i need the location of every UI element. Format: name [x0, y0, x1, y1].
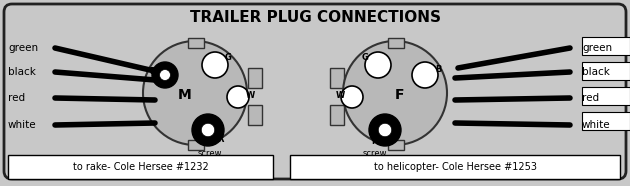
Bar	[248, 105, 262, 125]
Circle shape	[202, 52, 228, 78]
Bar	[582, 62, 630, 80]
Bar	[188, 38, 204, 48]
Text: black: black	[8, 67, 36, 77]
Text: red: red	[582, 93, 599, 103]
Text: TRAILER PLUG CONNECTIONS: TRAILER PLUG CONNECTIONS	[190, 10, 440, 25]
Text: G: G	[224, 54, 231, 62]
Circle shape	[201, 123, 215, 137]
Bar	[582, 37, 630, 55]
Circle shape	[412, 62, 438, 88]
Circle shape	[343, 41, 447, 145]
Text: R: R	[370, 137, 377, 145]
Circle shape	[192, 114, 224, 146]
Text: M: M	[178, 88, 192, 102]
Circle shape	[159, 70, 171, 81]
Bar	[388, 140, 404, 150]
Text: green: green	[582, 43, 612, 53]
Text: W: W	[245, 91, 255, 100]
Bar	[8, 155, 273, 179]
Circle shape	[227, 86, 249, 108]
Circle shape	[378, 123, 392, 137]
Bar	[248, 68, 262, 88]
Bar	[582, 87, 630, 105]
Circle shape	[143, 41, 247, 145]
Text: to helicopter- Cole Hersee #1253: to helicopter- Cole Hersee #1253	[374, 162, 537, 172]
Text: black: black	[582, 67, 610, 77]
Circle shape	[341, 86, 363, 108]
Bar	[388, 38, 404, 48]
Bar	[188, 140, 204, 150]
Text: green: green	[8, 43, 38, 53]
Circle shape	[152, 62, 178, 88]
Bar	[330, 105, 344, 125]
Text: R: R	[217, 135, 223, 145]
Text: B: B	[149, 68, 155, 76]
Circle shape	[365, 52, 391, 78]
Bar	[330, 68, 344, 88]
Text: to rake- Cole Hersee #1232: to rake- Cole Hersee #1232	[72, 162, 209, 172]
Text: G: G	[362, 54, 369, 62]
Text: W: W	[335, 91, 345, 100]
Text: white: white	[582, 120, 610, 130]
Text: screw: screw	[363, 148, 387, 158]
Text: F: F	[395, 88, 404, 102]
Text: B: B	[435, 65, 441, 75]
FancyBboxPatch shape	[4, 4, 626, 179]
Text: red: red	[8, 93, 25, 103]
Text: screw: screw	[198, 148, 222, 158]
Bar	[582, 112, 630, 130]
Text: white: white	[8, 120, 37, 130]
Circle shape	[369, 114, 401, 146]
Bar	[290, 155, 620, 179]
